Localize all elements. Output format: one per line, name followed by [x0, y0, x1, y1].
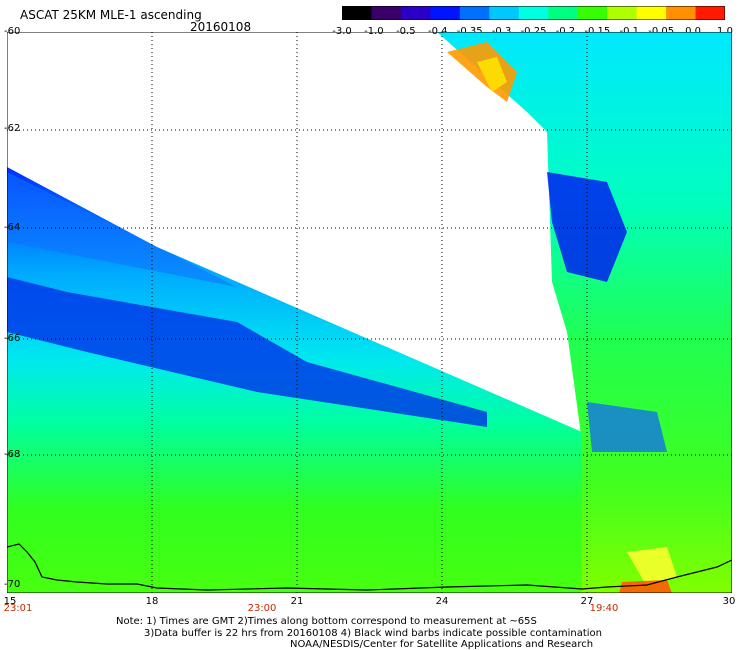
legend-swatch [518, 6, 549, 20]
time-label-left: 23:01 [3, 603, 33, 614]
footnote-line-2: 3)Data buffer is 22 hrs from 20160108 4)… [144, 628, 602, 639]
legend-swatch [695, 6, 725, 20]
x-axis-label-18: 18 [145, 596, 159, 607]
x-axis-label-30: 30 [722, 596, 736, 607]
y-axis-label-68: -68 [4, 449, 21, 460]
x-axis-label-27: 27 [580, 596, 594, 607]
y-axis-label-62: -62 [4, 123, 21, 134]
color-legend-bar [342, 6, 725, 20]
legend-swatch [607, 6, 638, 20]
map-date: 20160108 [190, 20, 252, 34]
legend-swatch [489, 6, 520, 20]
left-swath [7, 167, 582, 593]
y-axis-label-70: -70 [4, 579, 21, 590]
legend-swatch [577, 6, 608, 20]
legend-swatch [371, 6, 402, 20]
legend-swatch [459, 6, 490, 20]
x-axis-label-21: 21 [290, 596, 304, 607]
legend-swatch [666, 6, 697, 20]
coastline [7, 543, 732, 591]
footnote-line-3: NOAA/NESDIS/Center for Satellite Applica… [290, 639, 594, 650]
legend-swatch [342, 6, 372, 20]
legend-swatch [400, 6, 431, 20]
legend-swatch [430, 6, 461, 20]
map-title: ASCAT 25KM MLE-1 ascending [20, 8, 202, 22]
y-axis-label-64: -64 [4, 222, 21, 233]
legend-swatch [636, 6, 667, 20]
footnote-line-1: Note: 1) Times are GMT 2)Times along bot… [116, 616, 537, 627]
y-axis-label-66: -66 [4, 333, 21, 344]
time-label-right: 19:40 [589, 603, 619, 614]
x-axis-label-24: 24 [435, 596, 449, 607]
time-label-middle: 23:00 [247, 603, 277, 614]
right-swath [437, 32, 732, 593]
swath-map [7, 32, 732, 593]
x-axis-label-15: 15 [3, 596, 17, 607]
grid-lines [7, 32, 732, 593]
legend-swatch [548, 6, 579, 20]
y-axis-label-60: -60 [4, 26, 21, 37]
